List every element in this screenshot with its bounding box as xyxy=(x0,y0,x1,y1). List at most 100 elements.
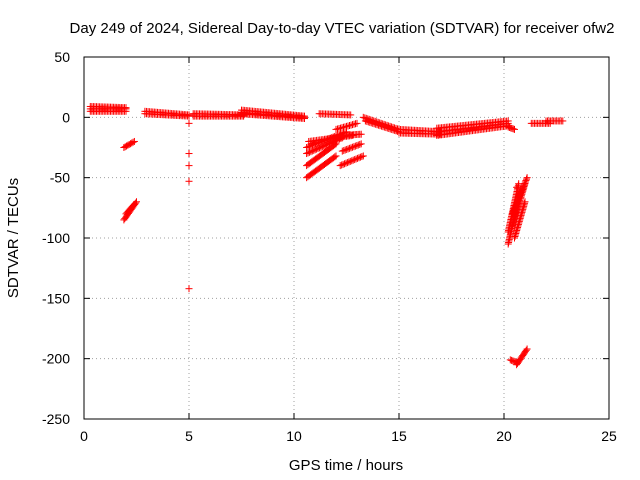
data-point xyxy=(520,182,528,190)
data-point xyxy=(515,180,523,188)
y-tick-label: -50 xyxy=(50,170,70,186)
data-point xyxy=(343,145,351,153)
data-point xyxy=(347,111,355,119)
data-point xyxy=(511,125,518,133)
data-point xyxy=(513,198,521,206)
data-point xyxy=(343,159,351,167)
data-point xyxy=(511,203,519,211)
data-point xyxy=(306,142,314,150)
data-point xyxy=(185,177,193,185)
data-point xyxy=(513,200,521,208)
x-tick-label: 10 xyxy=(286,428,302,444)
data-point xyxy=(517,190,525,198)
data-point xyxy=(346,144,354,152)
y-tick-label: 50 xyxy=(54,49,70,65)
data-point xyxy=(518,187,526,195)
data-point xyxy=(510,206,518,214)
data-point xyxy=(515,194,523,202)
x-axis-label: GPS time / hours xyxy=(289,457,403,474)
data-point xyxy=(301,113,308,121)
data-point xyxy=(346,157,354,165)
data-point xyxy=(510,207,518,215)
data-point xyxy=(559,117,567,125)
data-point xyxy=(508,210,516,218)
data-point xyxy=(353,119,361,127)
data-point xyxy=(514,197,522,205)
data-point xyxy=(348,157,356,165)
data-point xyxy=(185,162,193,170)
data-point xyxy=(318,143,326,151)
tick-labels: 0 5 10 15 20 25 50 0 -50 -100 -150 -200 -250 xyxy=(42,49,617,444)
data-point xyxy=(354,141,362,149)
data-point xyxy=(347,144,355,152)
chart-title: Day 249 of 2024, Sidereal Day-to-day VTE… xyxy=(70,20,615,37)
data-point xyxy=(335,135,343,143)
data-point xyxy=(338,161,346,169)
data-point xyxy=(521,198,529,206)
data-point xyxy=(326,134,334,142)
y-tick-label: -200 xyxy=(42,351,70,367)
data-point xyxy=(129,138,137,146)
y-tick-label: -250 xyxy=(42,411,70,427)
data-point xyxy=(321,141,329,149)
data-point xyxy=(512,201,520,209)
y-axis-label: SDTVAR / TECUs xyxy=(5,178,22,298)
data-point xyxy=(339,160,347,168)
data-point xyxy=(323,135,331,143)
data-point xyxy=(329,133,337,141)
data-point xyxy=(304,149,312,157)
data-point xyxy=(332,140,340,148)
data-point xyxy=(322,136,330,144)
data-point xyxy=(353,142,361,150)
data-point xyxy=(129,201,137,209)
y-tick-label: 0 xyxy=(62,109,70,125)
data-point xyxy=(341,160,349,168)
data-point xyxy=(307,148,315,156)
data-point xyxy=(320,137,328,145)
data-point xyxy=(319,137,327,145)
data-point xyxy=(349,156,357,164)
data-point xyxy=(305,148,313,156)
data-point xyxy=(516,191,524,199)
data-point xyxy=(338,147,346,155)
y-tick-label: -100 xyxy=(42,230,70,246)
data-point xyxy=(513,183,521,191)
data-point xyxy=(320,142,328,150)
data-point xyxy=(130,200,138,208)
x-tick-label: 0 xyxy=(80,428,88,444)
data-point xyxy=(357,130,365,138)
data-point xyxy=(345,158,353,166)
data-point xyxy=(340,147,348,155)
data-point xyxy=(515,192,523,200)
data-point xyxy=(342,159,350,167)
data-points xyxy=(86,102,567,369)
data-point xyxy=(331,153,339,161)
data-point xyxy=(185,150,193,158)
data-point xyxy=(303,144,311,151)
data-point xyxy=(354,154,362,162)
data-point xyxy=(309,141,317,149)
data-point xyxy=(521,178,529,186)
data-point xyxy=(341,146,349,154)
data-point xyxy=(185,119,193,127)
data-point xyxy=(352,155,360,163)
data-point xyxy=(523,175,531,183)
data-point xyxy=(325,135,333,143)
axis-ticks xyxy=(83,56,610,420)
data-point xyxy=(308,147,316,155)
data-point xyxy=(350,143,358,151)
data-point xyxy=(511,204,519,212)
data-point xyxy=(520,181,528,189)
data-point xyxy=(307,142,315,150)
data-point xyxy=(317,143,325,151)
data-point xyxy=(303,150,311,158)
data-point xyxy=(185,285,193,293)
data-point xyxy=(355,154,363,162)
data-point xyxy=(357,140,365,148)
data-point xyxy=(523,174,531,182)
data-point xyxy=(509,208,517,216)
data-point xyxy=(304,143,312,151)
data-point xyxy=(336,162,344,170)
data-point xyxy=(523,345,531,353)
